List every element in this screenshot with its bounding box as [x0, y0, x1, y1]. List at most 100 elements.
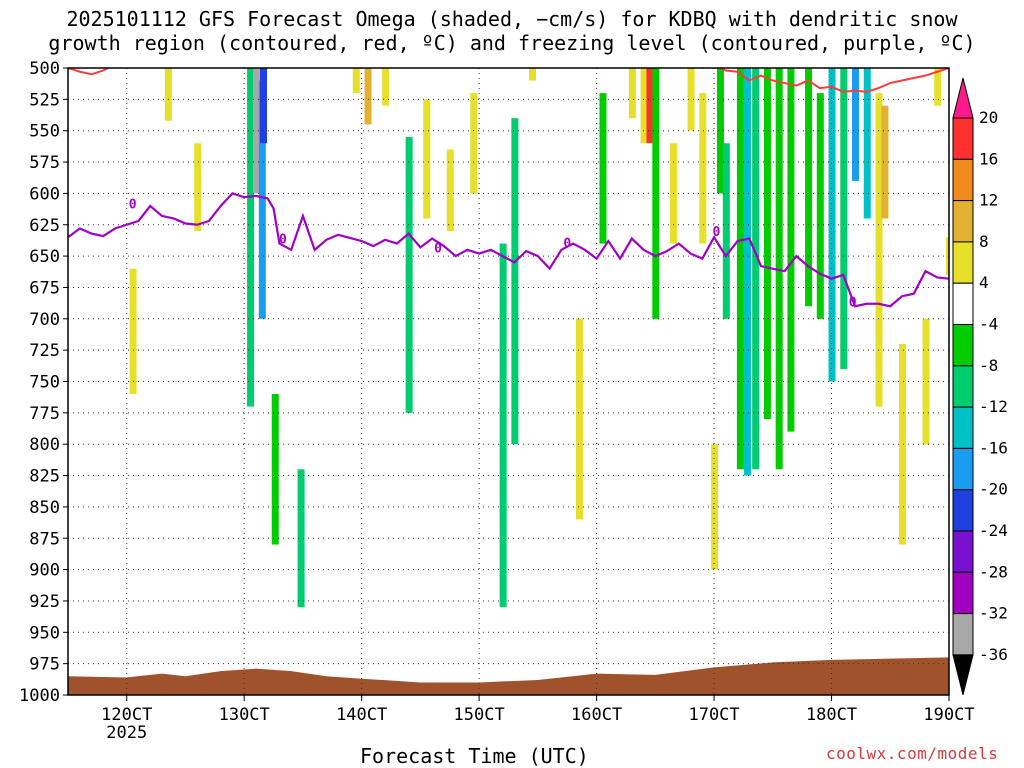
y-tick-label: 1000 [19, 686, 60, 706]
omega-cell [711, 444, 719, 570]
omega-cell [881, 105, 889, 219]
omega-cell [852, 68, 860, 181]
grid-layer [68, 68, 949, 695]
omega-cell [946, 237, 949, 275]
colorbar-label: 12 [979, 191, 998, 210]
colorbar-segment [952, 117, 974, 160]
freezing-level-label: 0 [129, 197, 137, 212]
colorbar-segment [952, 282, 974, 326]
colorbar-segment [952, 613, 974, 656]
colorbar-label: 8 [979, 232, 989, 251]
site-credit: coolwx.com/models [826, 744, 999, 763]
omega-cell [575, 318, 583, 520]
omega-cell [129, 268, 137, 395]
omega-cell [252, 68, 260, 194]
y-tick-label: 650 [29, 247, 60, 267]
omega-cell [511, 118, 519, 445]
y-tick-label: 900 [29, 561, 60, 581]
colorbar-segment [952, 158, 974, 202]
y-tick-label: 700 [29, 310, 60, 330]
dgz-contour-right [702, 68, 949, 93]
omega-cell [247, 68, 255, 407]
y-tick-label: 975 [29, 655, 60, 675]
y-tick-label: 725 [29, 341, 60, 361]
omega-cell [716, 68, 724, 194]
freezing-level-label: 0 [713, 225, 721, 240]
colorbar-label: -12 [979, 397, 1008, 416]
omega-cell [405, 136, 413, 413]
freezing-level-label: 0 [279, 233, 287, 248]
chart-title-line-1: 2025101112 GFS Forecast Omega (shaded, −… [66, 7, 958, 31]
colorbar: 20 16 12 8 4 -4 -8 -12 -16 -20 -24 -28 -32 -36 [952, 77, 1008, 696]
y-tick-label: 600 [29, 184, 60, 204]
colorbar-label: 20 [979, 108, 998, 127]
colorbar-segment [952, 241, 974, 284]
chart-title-line-2: growth region (contoured, red, ºC) and f… [48, 31, 976, 55]
x-tick-label: 170CT [688, 705, 739, 725]
colorbar-segment [952, 571, 974, 615]
y-tick-label: 825 [29, 467, 60, 487]
y-tick-label: 625 [29, 216, 60, 236]
x-tick-label: 190CT [923, 705, 974, 725]
colorbar-segment [952, 447, 974, 491]
omega-cell [352, 68, 360, 94]
omega-cell [775, 68, 783, 470]
omega-cell [164, 68, 172, 121]
colorbar-label: -28 [979, 562, 1008, 581]
x-tick-label: 160CT [571, 705, 622, 725]
y-tick-label: 925 [29, 592, 60, 612]
colorbar-label: -24 [979, 521, 1008, 540]
year-label: 2025 [106, 723, 147, 743]
omega-cell [722, 143, 730, 319]
colorbar-cap-bottom [952, 654, 974, 696]
omega-cell [628, 68, 636, 119]
omega-cell [875, 93, 883, 407]
omega-cell [743, 68, 751, 476]
y-axis: 500 525 550 575 600 625 650 675 700 725 750 775 800 8… [19, 59, 68, 706]
colorbar-label: 16 [979, 149, 998, 168]
omega-cell [805, 68, 813, 307]
omega-cell [816, 93, 824, 319]
y-tick-label: 525 [29, 90, 60, 110]
omega-cell [470, 93, 478, 194]
colorbar-label: 4 [979, 273, 989, 292]
omega-cell [382, 68, 390, 106]
y-tick-label: 875 [29, 529, 60, 549]
terrain-fill [68, 657, 949, 695]
y-tick-label: 950 [29, 623, 60, 643]
x-tick-label: 120CT [101, 705, 152, 725]
omega-cell [652, 68, 660, 319]
omega-cell [922, 318, 930, 445]
colorbar-label: -16 [979, 438, 1008, 457]
omega-cell [194, 143, 202, 232]
colorbar-label: -32 [979, 604, 1008, 623]
dgz-contour-left [68, 68, 111, 76]
omega-shading [129, 68, 949, 608]
colorbar-segment [952, 406, 974, 449]
freezing-level-label: 0 [849, 295, 857, 310]
omega-cell [640, 68, 648, 144]
freezing-level-label: 0 [563, 236, 571, 251]
omega-cell [687, 68, 695, 131]
colorbar-label: -36 [979, 645, 1008, 664]
freezing-level-label: 0 [434, 241, 442, 256]
omega-cell [297, 469, 305, 608]
y-tick-label: 500 [29, 59, 60, 79]
omega-cell [646, 68, 654, 144]
omega-cell [259, 68, 267, 144]
omega-cell [446, 149, 454, 232]
y-tick-label: 775 [29, 404, 60, 424]
omega-cell [840, 68, 848, 369]
y-tick-label: 750 [29, 373, 60, 393]
x-tick-label: 180CT [806, 705, 857, 725]
x-tick-label: 150CT [454, 705, 505, 725]
colorbar-segment [952, 365, 974, 408]
omega-cell [423, 99, 431, 219]
colorbar-label: -8 [979, 356, 998, 375]
colorbar-cap-top [952, 77, 974, 119]
colorbar-label: -4 [979, 315, 998, 334]
colorbar-segment [952, 489, 974, 532]
y-tick-label: 575 [29, 153, 60, 173]
freezing-level-line [68, 192, 949, 308]
